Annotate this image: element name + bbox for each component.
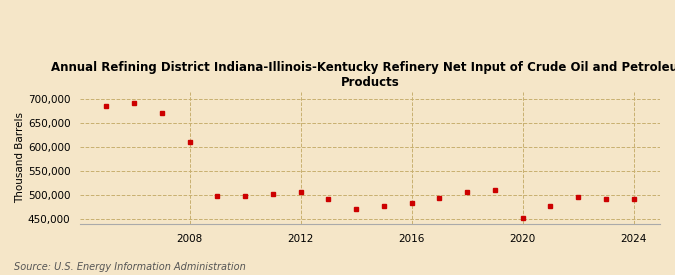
Text: Source: U.S. Energy Information Administration: Source: U.S. Energy Information Administ… — [14, 262, 245, 272]
Y-axis label: Thousand Barrels: Thousand Barrels — [15, 112, 25, 204]
Title: Annual Refining District Indiana-Illinois-Kentucky Refinery Net Input of Crude O: Annual Refining District Indiana-Illinoi… — [51, 61, 675, 89]
